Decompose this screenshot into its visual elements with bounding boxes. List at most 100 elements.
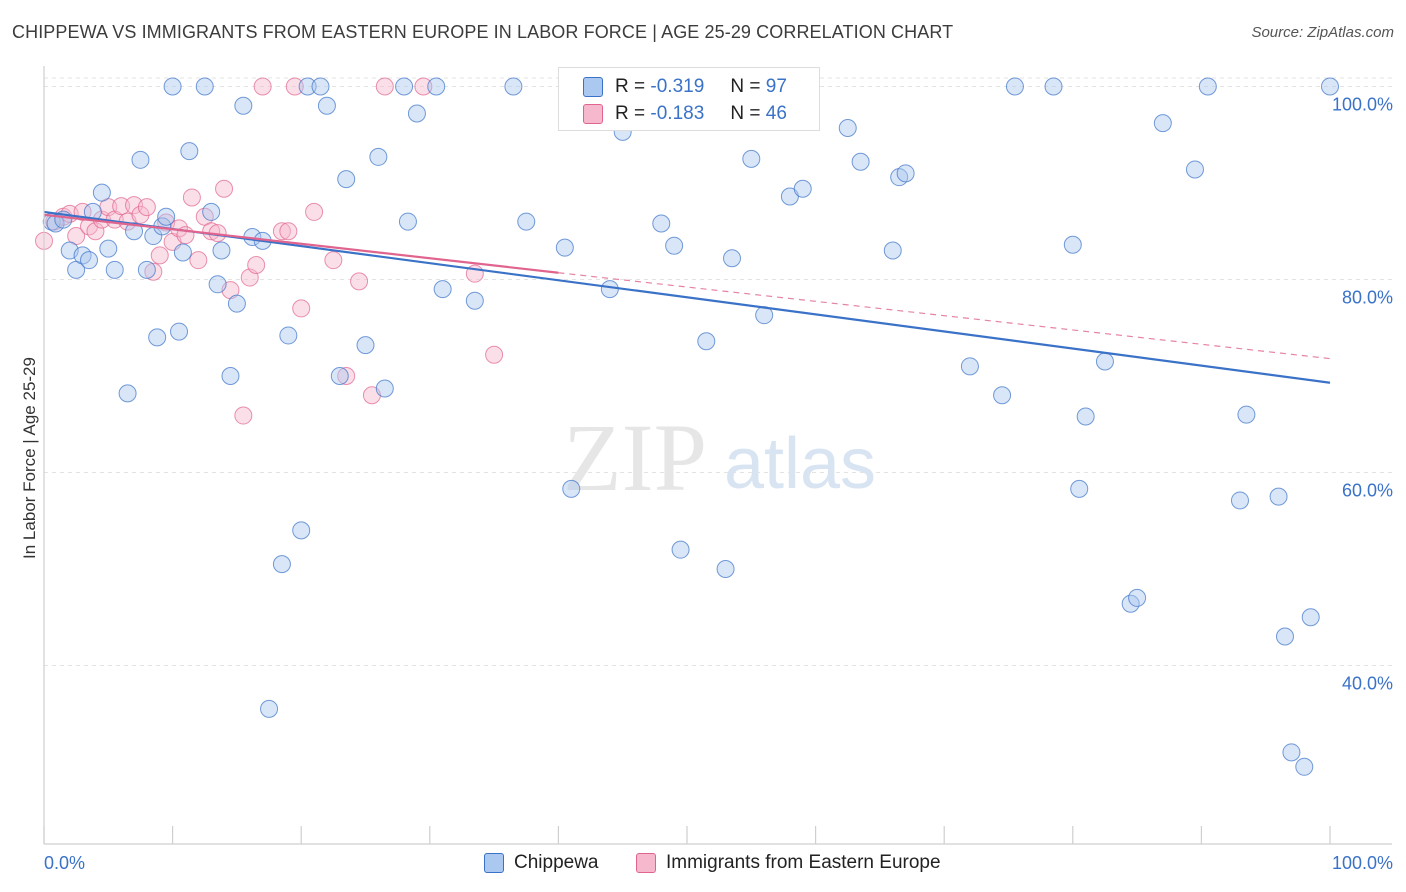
- chippewa-point: [1128, 588, 1147, 607]
- legend-n-label: N =: [730, 76, 761, 97]
- chippewa-point: [555, 238, 574, 257]
- immigrants-point: [144, 262, 163, 281]
- chippewa-point: [993, 386, 1012, 405]
- immigrants-point: [414, 77, 433, 96]
- chippewa-point: [1282, 743, 1301, 762]
- legend-r-label: R =: [615, 76, 646, 97]
- watermark-atlas: atlas: [724, 424, 876, 504]
- chippewa-point: [375, 379, 394, 398]
- legend-n-label: N =: [730, 103, 761, 124]
- chippewa-point: [99, 239, 118, 258]
- chippewa-point: [433, 280, 452, 299]
- immigrants-point: [215, 179, 234, 198]
- chippewa-point: [504, 77, 523, 96]
- immigrants-point: [131, 205, 150, 224]
- legend-swatch-blue: [484, 853, 504, 873]
- axes: 100.0% 80.0% 60.0% 40.0% 0.0% 100.0%: [43, 66, 1393, 873]
- chippewa-point: [195, 77, 214, 96]
- chippewa-point: [465, 291, 484, 310]
- source-label: Source: ZipAtlas.com: [1251, 24, 1394, 41]
- chippewa-point: [896, 164, 915, 183]
- chippewa-point: [1321, 77, 1339, 96]
- chippewa-point: [395, 77, 414, 96]
- immigrants-point: [150, 246, 169, 265]
- correlation-legend: R = -0.319 N = 97 R = -0.183 N = 46: [558, 67, 820, 131]
- chippewa-point: [131, 150, 150, 169]
- immigrants-point: [272, 222, 291, 241]
- immigrants-point: [137, 198, 156, 217]
- chippewa-point: [723, 249, 742, 268]
- chippewa-point: [148, 328, 167, 347]
- chippewa-point: [793, 179, 812, 198]
- chippewa-point: [137, 260, 156, 279]
- chippewa-point: [330, 366, 349, 385]
- immigrants-point: [112, 197, 131, 216]
- chippewa-point: [279, 326, 298, 345]
- chippewa-point: [80, 251, 99, 270]
- chippewa-point: [212, 241, 231, 260]
- legend-item-chippewa[interactable]: Chippewa: [484, 852, 599, 874]
- chippewa-point: [221, 366, 240, 385]
- chippewa-point: [272, 555, 291, 574]
- chippewa-point: [1095, 352, 1114, 371]
- legend-swatch-blue: [583, 77, 603, 97]
- chippewa-point: [92, 183, 111, 202]
- immigrants-point: [234, 406, 253, 425]
- chippewa-point: [1295, 757, 1314, 776]
- legend-r-value: -0.319: [650, 76, 705, 97]
- y-tick-label: 80.0%: [1342, 287, 1393, 307]
- chippewa-point: [517, 212, 536, 231]
- chippewa-point: [180, 142, 199, 161]
- chippewa-trend-line: [43, 210, 1331, 384]
- chippewa-point: [317, 96, 336, 115]
- chippewa-point: [227, 294, 246, 313]
- immigrants-point: [305, 202, 324, 221]
- y-tick-label: 100.0%: [1332, 94, 1393, 114]
- immigrants-point: [285, 77, 304, 96]
- chippewa-point: [671, 540, 690, 559]
- legend-item-immigrants[interactable]: Immigrants from Eastern Europe: [636, 852, 941, 874]
- chippewa-point: [170, 322, 189, 341]
- chippewa-point: [202, 202, 221, 221]
- chippewa-point: [1198, 77, 1217, 96]
- chippewa-point: [960, 357, 979, 376]
- chippewa-point: [838, 118, 857, 137]
- chippewa-point: [1063, 235, 1082, 254]
- chippewa-point: [1070, 479, 1089, 498]
- legend-swatch-pink: [636, 853, 656, 873]
- immigrants-point: [247, 256, 266, 274]
- chippewa-point: [398, 212, 417, 231]
- immigrants-point: [485, 345, 504, 364]
- chippewa-point: [562, 479, 581, 498]
- chippewa-point: [407, 104, 426, 123]
- chippewa-point: [652, 214, 671, 233]
- chippewa-point: [208, 275, 227, 294]
- chippewa-point: [1269, 487, 1288, 506]
- legend-label: Immigrants from Eastern Europe: [666, 852, 941, 873]
- y-tick-label: 40.0%: [1342, 673, 1393, 693]
- chippewa-point: [1301, 608, 1320, 627]
- chippewa-point: [716, 559, 735, 578]
- immigrants-point: [279, 222, 298, 241]
- series-chippewa-points: [42, 77, 1339, 776]
- immigrants-point: [375, 77, 394, 96]
- chippewa-point: [1185, 160, 1204, 179]
- legend-row-chippewa: R = -0.319 N = 97: [583, 75, 787, 99]
- legend-swatch-pink: [583, 104, 603, 124]
- chippewa-point: [163, 77, 182, 96]
- chippewa-point: [105, 260, 124, 279]
- immigrants-point: [253, 77, 272, 96]
- chippewa-point: [1153, 114, 1172, 133]
- chippewa-point: [1237, 405, 1256, 424]
- chippewa-point: [742, 149, 761, 168]
- legend-n-value: 97: [765, 76, 787, 97]
- immigrants-point: [292, 299, 311, 318]
- watermark-zip: ZIP: [563, 404, 707, 511]
- chippewa-point: [1275, 627, 1294, 646]
- x-tick-label: 0.0%: [44, 853, 85, 873]
- chippewa-point: [851, 152, 870, 171]
- chippewa-point: [600, 280, 619, 299]
- x-tick-label: 100.0%: [1332, 853, 1393, 873]
- immigrants-point: [324, 251, 343, 270]
- chippewa-point: [337, 170, 356, 189]
